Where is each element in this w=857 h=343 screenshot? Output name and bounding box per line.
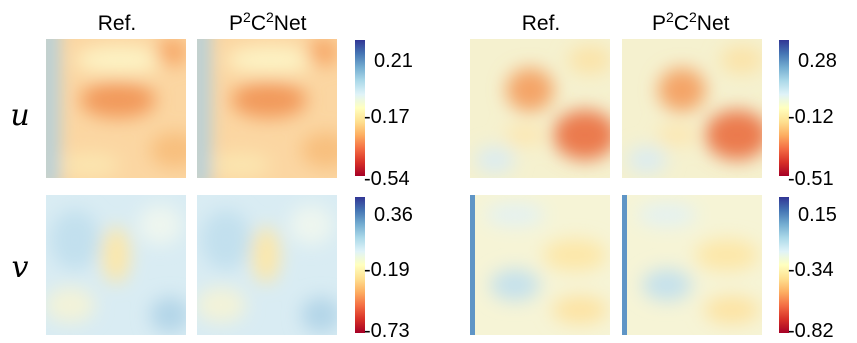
tick-label: -0.12 xyxy=(788,106,834,128)
heatmap-u-p2c2net-right xyxy=(622,39,762,178)
tick-label: 0.15 xyxy=(798,204,837,226)
tick-label: -0.19 xyxy=(364,259,410,281)
heatmap-v-p2c2net-left xyxy=(197,195,337,335)
header-ref-left: Ref. xyxy=(98,12,137,35)
row-label-u: u xyxy=(10,98,29,133)
tick-label: 0.21 xyxy=(374,50,413,72)
heatmap-v-p2c2net-right xyxy=(622,195,762,335)
colorbar-v-right xyxy=(779,197,789,333)
tick-label: -0.73 xyxy=(364,320,410,342)
header-p2c2net-left: P2C2Net xyxy=(229,9,307,35)
tick-label: -0.17 xyxy=(364,106,410,128)
heatmap-v-ref-right xyxy=(470,195,610,335)
tick-label: -0.82 xyxy=(788,320,834,342)
heatmap-u-p2c2net-left xyxy=(197,39,337,178)
heatmap-u-ref-left xyxy=(46,39,186,178)
colorbar-v-left xyxy=(355,197,365,333)
tick-label: -0.54 xyxy=(364,168,410,190)
header-p2c2net-right: P2C2Net xyxy=(652,9,730,35)
tick-label: 0.36 xyxy=(374,204,413,226)
colorbar-u-right xyxy=(779,40,789,176)
heatmap-u-ref-right xyxy=(470,39,610,178)
tick-label: -0.34 xyxy=(788,259,834,281)
tick-label: 0.28 xyxy=(798,50,837,72)
colorbar-u-left xyxy=(355,40,365,176)
row-label-v: v xyxy=(12,250,29,285)
heatmap-v-ref-left xyxy=(46,195,186,335)
tick-label: -0.51 xyxy=(788,168,834,190)
header-ref-right: Ref. xyxy=(522,12,561,35)
